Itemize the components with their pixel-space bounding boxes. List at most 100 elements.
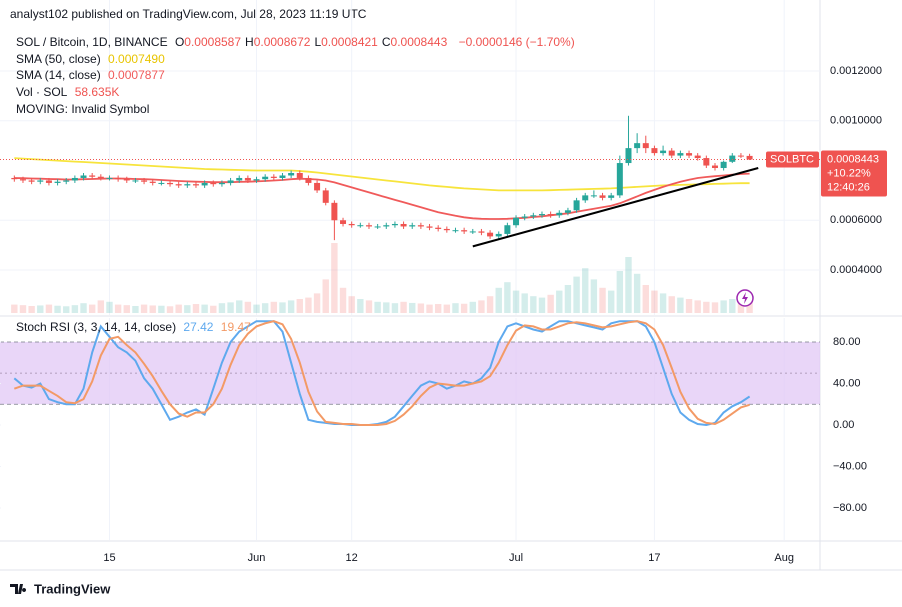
candle-body: [236, 177, 243, 181]
x-tick-label: Aug: [774, 552, 794, 564]
candle-body: [530, 215, 537, 217]
volume-bar: [11, 304, 18, 313]
volume-bar: [720, 300, 727, 313]
candle-body: [19, 179, 26, 181]
candle-body: [521, 216, 528, 218]
volume-bar: [512, 290, 520, 313]
ohlc-value: 0.0008587: [184, 35, 242, 49]
candle-body: [608, 195, 615, 198]
volume-bar: [80, 303, 87, 313]
sma-line: [14, 157, 750, 192]
volume-bar: [668, 296, 675, 313]
price-tag-countdown: 12:40:26: [827, 181, 870, 193]
volume-bar: [711, 302, 719, 313]
volume-bar: [633, 273, 641, 313]
candle-body: [123, 179, 130, 181]
volume-bar: [244, 301, 252, 313]
candle-body: [383, 225, 390, 227]
candle-body: [141, 180, 148, 182]
volume-bar: [599, 287, 606, 313]
volume-bar: [140, 304, 148, 313]
volume-legend: Vol · SOL 58.635K: [16, 85, 123, 99]
volume-bar: [106, 301, 113, 313]
volume-bar: [703, 301, 710, 313]
volume-bar: [556, 290, 563, 313]
candle-body: [737, 155, 744, 157]
candle-body: [11, 177, 18, 180]
symbol-title: SOL / Bitcoin, 1D, BINANCE: [16, 35, 168, 49]
symbol-tag: SOLBTC: [770, 153, 814, 165]
stoch-tick-label: 0.00: [833, 419, 854, 431]
candle-body: [461, 230, 468, 232]
volume-bar: [227, 302, 234, 313]
volume-bar: [426, 304, 433, 313]
price-tag-change: +10.22%: [827, 167, 871, 179]
candle-body: [720, 161, 727, 169]
volume-bar: [149, 305, 156, 313]
volume-bar: [201, 304, 208, 313]
candle-body: [660, 150, 667, 154]
x-tick-label: 17: [648, 552, 660, 564]
stoch-tick-label: −40.00: [833, 460, 867, 472]
volume-bar: [296, 299, 303, 313]
candle-body: [746, 155, 753, 160]
candle-body: [253, 179, 260, 181]
candle-body: [218, 182, 225, 185]
candle-body: [314, 182, 321, 191]
candle-body: [729, 155, 736, 162]
volume-bar: [685, 299, 693, 313]
x-tick-label: Jun: [248, 552, 266, 564]
volume-bar: [331, 243, 338, 313]
ohlc-values: O0.0008587 H0.0008672 L0.0008421 C0.0008443: [175, 35, 451, 49]
ohlc-label: O: [174, 35, 185, 49]
volume-bar: [538, 297, 546, 313]
volume-bar: [659, 293, 667, 313]
x-tick-label: 15: [103, 552, 115, 564]
candle-body: [37, 180, 44, 182]
volume-bar: [97, 300, 105, 313]
candle-body: [158, 182, 165, 184]
candle-body: [331, 202, 338, 221]
volume-bar: [504, 282, 511, 313]
price-tag-price: 0.0008443: [827, 153, 879, 165]
y-tick-label: 0.0012000: [830, 65, 882, 77]
volume-bar: [253, 304, 260, 313]
ohlc-value: 0.0008421: [321, 35, 378, 49]
candle-body: [63, 180, 70, 182]
candle-body: [409, 225, 416, 227]
volume-bar: [192, 304, 200, 313]
volume-bar: [469, 301, 476, 313]
volume-bar: [530, 296, 537, 313]
candle-body: [348, 223, 355, 226]
ohlc-label: L: [314, 35, 322, 49]
volume-value: 58.635K: [74, 85, 120, 99]
candle-body: [80, 175, 87, 178]
ohlc-value: 0.0008443: [390, 35, 448, 49]
footer-brand: TradingView: [34, 581, 111, 596]
volume-bar: [625, 257, 632, 313]
change: −0.0000146 (−1.70%): [458, 35, 575, 49]
volume-bar: [123, 305, 130, 313]
sma50-legend: SMA (50, close) 0.0007490: [16, 52, 169, 66]
volume-bar: [184, 305, 191, 313]
indicator-value: 0.0007877: [108, 68, 165, 82]
candle-body: [564, 210, 571, 213]
volume-bar: [305, 297, 312, 313]
volume-bar: [28, 306, 35, 313]
volume-bar: [478, 300, 485, 313]
volume-bar: [175, 304, 182, 313]
indicator-name: SMA (14, close): [16, 68, 101, 82]
volume-bar: [582, 268, 589, 313]
candle-body: [677, 153, 684, 156]
volume-bar: [88, 304, 96, 313]
volume-bar: [54, 305, 61, 313]
volume-bar: [339, 287, 347, 313]
volume-bar: [322, 279, 329, 313]
x-tick-label: Jul: [509, 552, 523, 564]
candle-body: [210, 182, 217, 185]
volume-bar: [521, 293, 528, 313]
volume-bar: [218, 303, 226, 313]
volume-bar: [607, 290, 615, 313]
candle-body: [201, 182, 208, 186]
candle-body: [495, 233, 502, 237]
